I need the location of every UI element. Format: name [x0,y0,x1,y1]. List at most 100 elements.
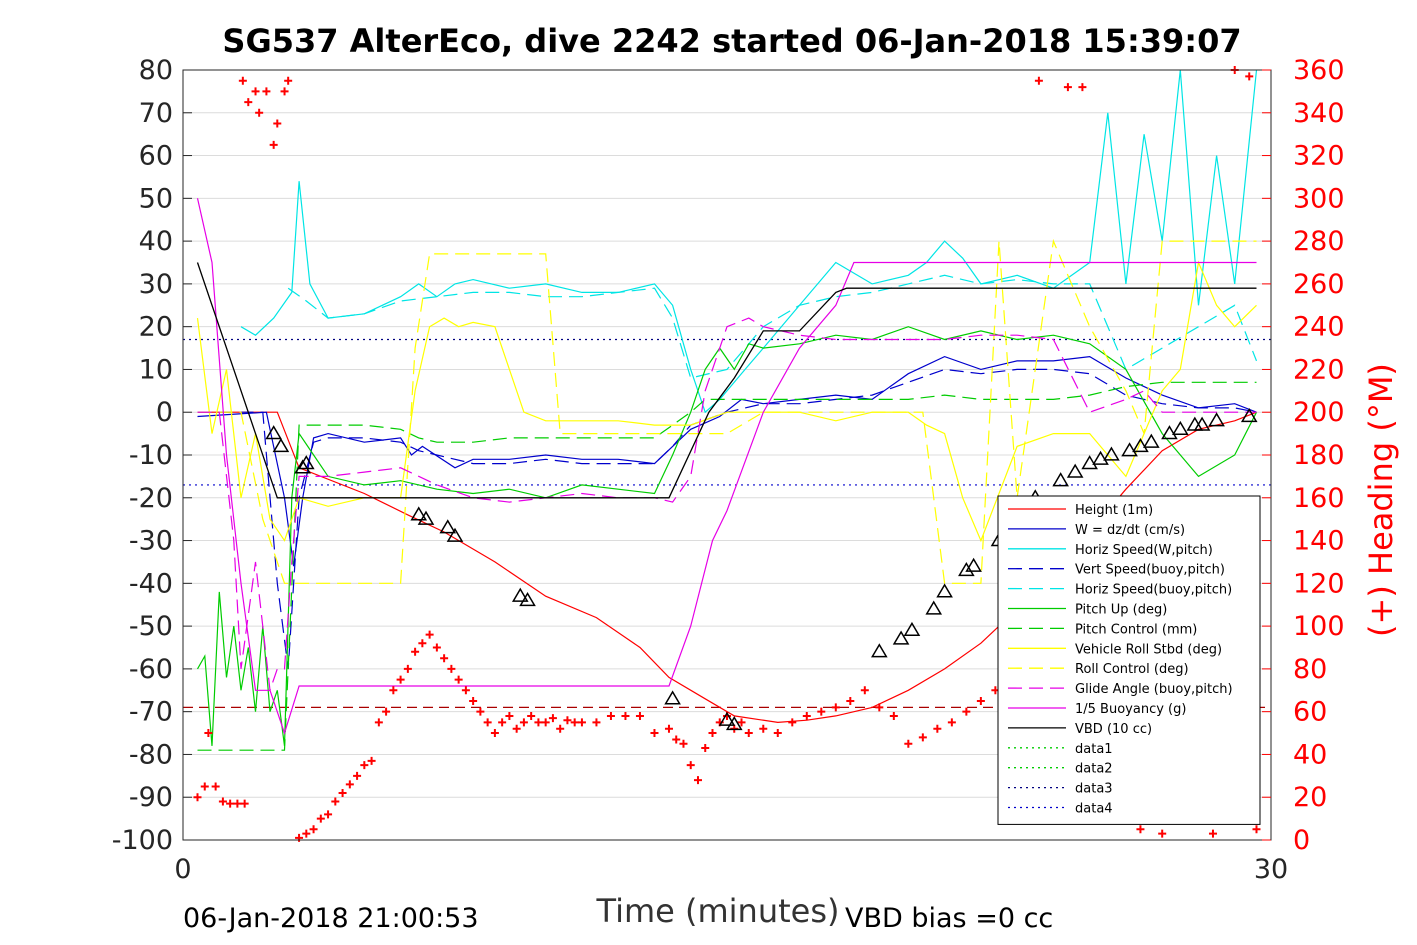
y-tick-label: 70 [139,98,173,129]
heading-point [577,718,586,727]
heading-point [737,718,746,727]
heading-point [284,76,293,85]
right-y-tick-label: 120 [1293,568,1345,599]
y-tick-label: 50 [139,183,173,214]
dive-marker [871,643,888,658]
y-tick-label: 80 [139,55,173,86]
right-y-tick-label: 200 [1293,397,1345,428]
legend-label: data1 [1075,742,1113,757]
heading-point [454,675,463,684]
heading-point [701,744,710,753]
heading-point [226,799,235,808]
legend-label: Roll Control (deg) [1075,662,1189,677]
heading-point [331,797,340,806]
series-line [240,69,1258,414]
heading-point [360,761,369,770]
chart-title: SG537 AlterEco, dive 2242 started 06-Jan… [222,22,1241,60]
heading-point [240,799,249,808]
heading-point [592,718,601,727]
heading-point [483,718,492,727]
heading-point [519,718,528,727]
dive-marker [958,562,975,577]
dive-marker [1193,416,1211,431]
heading-point [353,771,362,780]
heading-point [396,675,405,684]
y-tick-label: -10 [129,440,173,471]
dive-marker [965,557,982,572]
heading-point [1136,825,1145,834]
heading-point [672,735,681,744]
series-line [197,381,1257,751]
heading-point [476,707,485,716]
heading-point [505,711,514,720]
x-ticks: 0 30 [174,831,1288,885]
heading-point [802,711,811,720]
heading-point [686,761,695,770]
heading-point [947,718,956,727]
dive-marker [265,425,282,440]
x-tick-label: 30 [1254,854,1288,885]
dive-marker [1121,442,1138,457]
legend-label: W = dz/dt (cm/s) [1075,523,1185,538]
y-tick-label: -100 [112,825,173,856]
dive-marker [903,621,921,637]
y-tick-label: -70 [129,697,173,728]
legend-label: VBD (10 cc) [1075,722,1152,737]
y-tick-label: 30 [139,269,173,300]
dive-marker [1066,463,1084,478]
heading-point [933,724,942,733]
heading-point [269,140,278,149]
series-line [197,238,1257,584]
heading-point [679,739,688,748]
heading-point [403,664,412,673]
heading-point [889,711,898,720]
heading-point [238,76,247,85]
heading-point [788,718,797,727]
x-axis-label: Time (minutes) [596,892,840,930]
footer-timestamp: 06-Jan-2018 21:00:53 [183,903,479,934]
right-y-tick-label: 0 [1293,825,1310,856]
heading-point [548,714,557,723]
heading-point [432,643,441,652]
right-y-tick-label: 320 [1293,141,1345,172]
heading-point [316,814,325,823]
series-line [197,317,1257,691]
heading-point [469,696,478,705]
heading-point [338,788,347,797]
heading-point [374,718,383,727]
dive-marker [925,600,943,615]
heading-markers [193,66,1261,842]
heading-point [389,686,398,695]
heading-point [817,707,826,716]
legend-label: Horiz Speed(buoy,pitch) [1075,583,1232,598]
heading-point [193,793,202,802]
dive-marker [410,506,428,521]
legend-label: Vehicle Roll Stbd (deg) [1075,642,1222,657]
y-tick-label: 40 [139,226,173,257]
legend-label: Height (1m) [1075,503,1153,518]
heading-point [563,716,572,725]
heading-point [461,686,470,695]
heading-point [251,87,260,96]
y-tick-label: 0 [156,397,173,428]
heading-point [570,718,579,727]
dive-marker [1092,450,1109,465]
dive-marker [1132,437,1149,453]
y-tick-label: -80 [129,739,173,770]
heading-point [1208,829,1217,838]
right-y-tick-label: 240 [1293,312,1345,343]
legend-label: Pitch Up (deg) [1075,603,1167,618]
heading-point [447,664,456,673]
heading-point [621,711,630,720]
legend-box [997,495,1261,825]
heading-point [664,724,673,733]
footer-vbd-bias: VBD bias =0 cc [845,903,1053,934]
series-line [197,368,1257,669]
y-tick-label: -20 [129,483,173,514]
heading-point [759,724,768,733]
heading-point [418,639,427,648]
heading-point [744,729,753,738]
series-line [196,198,1257,736]
dive-marker [417,510,435,525]
heading-point [425,630,434,639]
